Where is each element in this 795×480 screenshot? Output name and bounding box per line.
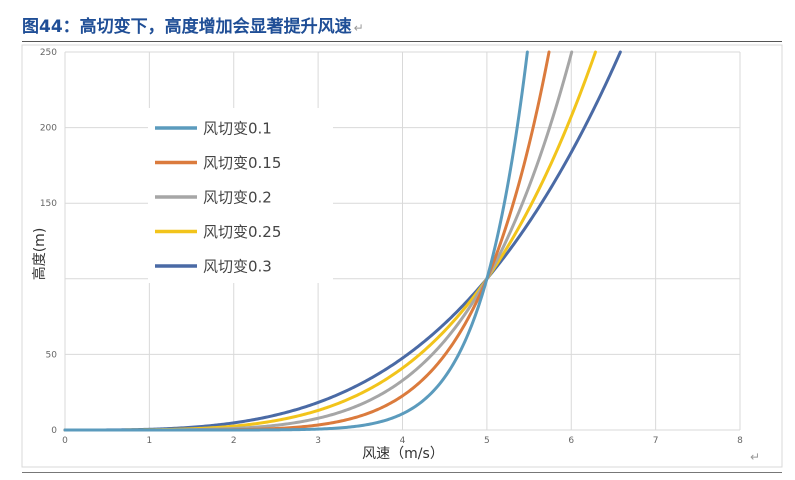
return-mark-icon: ↵ xyxy=(750,450,761,464)
y-tick-label: 200 xyxy=(40,124,57,134)
legend-label: 风切变0.25 xyxy=(203,223,281,241)
series-line-shear-0-1 xyxy=(63,50,529,432)
legend-label: 风切变0.2 xyxy=(203,189,272,207)
y-tick-label: 50 xyxy=(46,350,58,360)
x-tick-label: 0 xyxy=(62,436,68,446)
y-tick-label: 150 xyxy=(40,199,57,209)
x-tick-label: 5 xyxy=(484,436,490,446)
x-tick-label: 7 xyxy=(653,436,659,446)
legend-label: 风切变0.3 xyxy=(203,258,272,276)
x-tick-label: 3 xyxy=(315,436,321,446)
x-tick-label: 1 xyxy=(147,436,153,446)
bottom-rule xyxy=(22,472,782,473)
tick-labels: 0 1 2 3 4 5 6 7 8 0 50 150 200 250 xyxy=(40,48,743,446)
x-axis-title: 风速（m/s） xyxy=(362,446,444,462)
title-rule xyxy=(22,41,782,42)
figure-title: 图44：高切变下，高度增加会显著提升风速 ↵ xyxy=(22,12,364,37)
x-tick-label: 8 xyxy=(737,436,743,446)
x-tick-label: 6 xyxy=(568,436,574,446)
y-axis-title: 高度(m) xyxy=(31,228,48,281)
legend-label: 风切变0.1 xyxy=(203,120,272,138)
return-mark-icon: ↵ xyxy=(353,21,364,35)
legend-label: 风切变0.15 xyxy=(203,154,281,172)
y-tick-label: 0 xyxy=(51,426,57,436)
series-lines xyxy=(63,50,622,432)
figure-title-text: 图44：高切变下，高度增加会显著提升风速 xyxy=(22,17,352,37)
x-tick-label: 4 xyxy=(400,436,406,446)
legend: 风切变0.1 风切变0.15 风切变0.2 风切变0.25 风切变0.3 xyxy=(148,108,333,283)
x-tick-label: 2 xyxy=(231,436,237,446)
y-tick-label: 250 xyxy=(40,48,57,58)
